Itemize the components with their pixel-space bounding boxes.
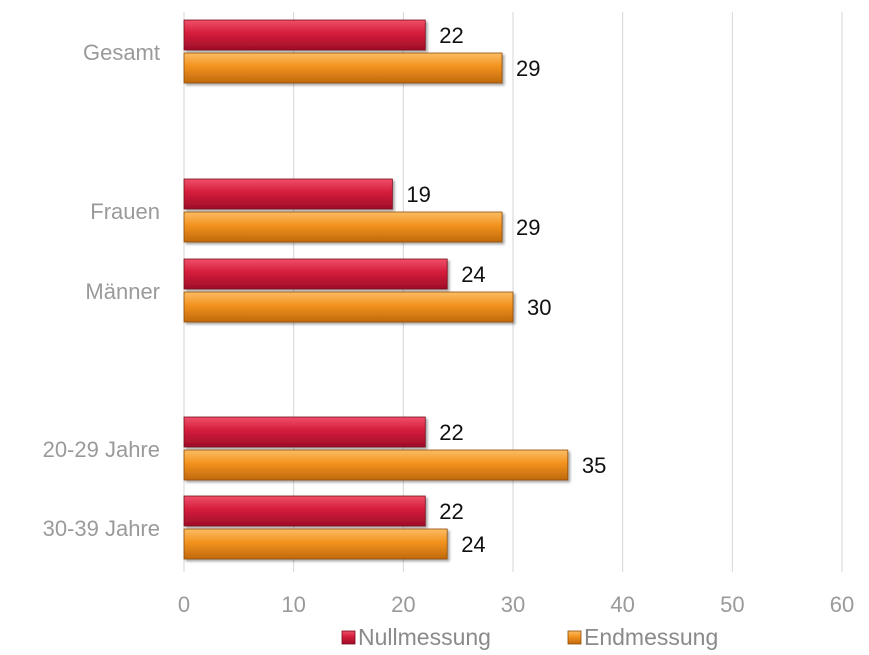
x-axis: 0 10 20 30 40 50 60	[178, 592, 854, 617]
bar-endmessung-1	[183, 211, 503, 243]
data-label-nullmessung-4: 22	[439, 499, 463, 524]
x-tick-label-20: 20	[391, 592, 415, 617]
data-label-endmessung-4: 24	[461, 532, 485, 557]
x-tick-label-10: 10	[281, 592, 305, 617]
data-label-nullmessung-0: 22	[439, 23, 463, 48]
bar-nullmessung-3	[183, 416, 426, 448]
x-tick-label-50: 50	[720, 592, 744, 617]
data-label-endmessung-2: 30	[527, 295, 551, 320]
legend-swatch-endmessung	[567, 630, 582, 645]
bar-endmessung-2	[183, 291, 514, 323]
category-label-3: 20-29 Jahre	[43, 437, 160, 462]
bars: 22 19 24 22 22 29 29 30 35 24	[183, 19, 606, 560]
x-tick-label-30: 30	[501, 592, 525, 617]
bar-endmessung-4	[183, 528, 448, 560]
data-label-endmessung-1: 29	[516, 215, 540, 240]
legend-label-nullmessung: Nullmessung	[358, 624, 491, 650]
legend-swatch-nullmessung	[341, 630, 356, 645]
category-labels: Gesamt Frauen Männer 20-29 Jahre 30-39 Jahre	[43, 40, 160, 541]
x-tick-label-60: 60	[830, 592, 854, 617]
bar-nullmessung-2	[183, 258, 448, 290]
legend-label-endmessung: Endmessung	[584, 624, 718, 650]
category-label-4: 30-39 Jahre	[43, 516, 160, 541]
x-tick-label-0: 0	[178, 592, 190, 617]
data-label-nullmessung-2: 24	[461, 262, 485, 287]
data-label-nullmessung-1: 19	[406, 182, 430, 207]
data-label-nullmessung-3: 22	[439, 420, 463, 445]
x-tick-label-40: 40	[610, 592, 634, 617]
category-label-1: Frauen	[90, 199, 160, 224]
category-label-2: Männer	[85, 279, 160, 304]
bar-endmessung-3	[183, 449, 569, 481]
bar-nullmessung-0	[183, 19, 426, 51]
data-label-endmessung-3: 35	[582, 453, 606, 478]
legend: Nullmessung Endmessung	[341, 624, 718, 650]
bar-nullmessung-4	[183, 495, 426, 527]
category-label-0: Gesamt	[83, 40, 160, 65]
bar-nullmessung-1	[183, 178, 393, 210]
data-label-endmessung-0: 29	[516, 56, 540, 81]
bar-endmessung-0	[183, 52, 503, 84]
